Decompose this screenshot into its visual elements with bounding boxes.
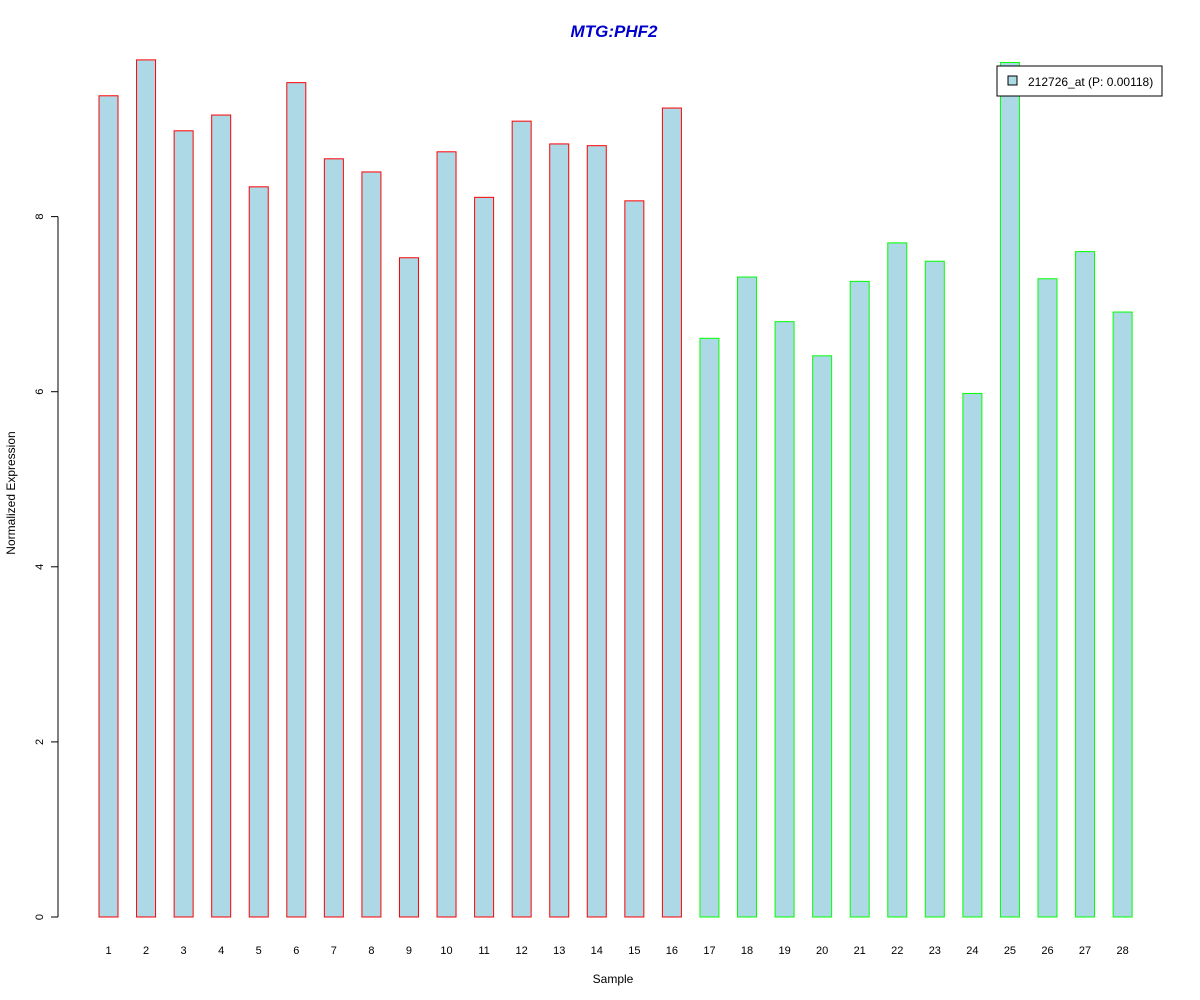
y-axis-title: Normalized Expression [4,431,18,554]
x-tick-label: 6 [293,945,299,957]
bar [98,95,119,918]
bar [361,171,382,918]
x-tick-label: 21 [854,945,866,957]
x-tick-label: 17 [703,945,715,957]
y-axis: 0 2 4 6 8 [34,214,59,920]
bar [136,59,157,918]
bar [624,200,645,918]
bar [962,392,983,918]
x-tick-label: 23 [929,945,941,957]
bar [323,158,344,918]
legend-box [996,65,1163,97]
x-tick-label: 13 [553,945,565,957]
bar [812,355,833,918]
bar [211,114,232,918]
legend-label: 212726_at (P: 0.00118) [1028,75,1153,89]
x-tick-label: 25 [1004,945,1016,957]
x-tick-label: 5 [256,945,262,957]
bar [1037,278,1058,918]
x-tick-label: 9 [406,945,412,957]
x-tick-label: 24 [966,945,978,957]
x-tick-label: 19 [778,945,790,957]
x-tick-label: 20 [816,945,828,957]
x-tick-label: 18 [741,945,753,957]
legend-swatch [1007,75,1018,86]
x-tick-label: 26 [1041,945,1053,957]
x-tick-label: 1 [105,945,111,957]
x-tick-labels: 1 2 3 4 5 6 7 8 9 10 11 12 13 14 15 16 17 18 19 20 21 22 23 24 2… [105,945,1128,957]
x-tick-label: 12 [516,945,528,957]
x-tick-label: 14 [591,945,603,957]
bar [999,62,1020,918]
x-tick-label: 11 [478,945,489,957]
bar [286,82,307,918]
x-tick-label: 8 [368,945,374,957]
x-tick-label: 3 [181,945,187,957]
x-tick-label: 2 [143,945,149,957]
x-tick-label: 4 [218,945,224,957]
bar [849,280,870,918]
x-tick-label: 16 [666,945,678,957]
x-axis-title: Sample [593,972,634,986]
x-tick-label: 28 [1116,945,1128,957]
bar [474,196,495,918]
y-tick-label: 2 [34,739,46,745]
bar [511,120,532,918]
x-tick-label: 22 [891,945,903,957]
bar [173,130,194,918]
chart-title: MTG:PHF2 [571,22,658,41]
bar [887,242,908,918]
y-tick-label: 8 [34,214,46,220]
bar [1112,311,1133,918]
bar [661,107,682,918]
x-tick-label: 7 [331,945,337,957]
bar [549,143,570,918]
bar [774,321,795,918]
bar [248,186,269,918]
x-tick-label: 10 [440,945,452,957]
bar [924,260,945,918]
bar [737,276,758,918]
y-tick-label: 0 [34,914,46,920]
legend: 212726_at (P: 0.00118) [996,65,1163,97]
bar [586,145,607,918]
bar [436,151,457,918]
y-tick-label: 4 [34,564,46,570]
y-tick-label: 6 [34,389,46,395]
x-tick-label: 27 [1079,945,1091,957]
x-tick-label: 15 [628,945,640,957]
bar [1075,251,1096,918]
bars [98,59,1133,918]
bar [398,257,419,918]
bar [699,337,720,918]
